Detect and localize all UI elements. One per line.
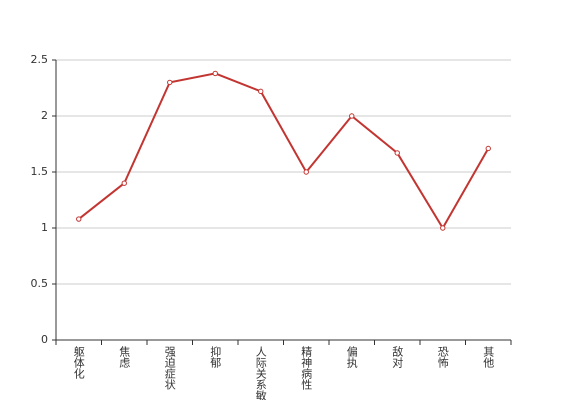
x-tick-label: 敌对 bbox=[391, 345, 404, 368]
point bbox=[349, 113, 355, 119]
y-tick-label: 0 bbox=[41, 333, 48, 346]
point bbox=[440, 225, 446, 231]
point bbox=[121, 180, 127, 186]
x-tick-label: 其他 bbox=[482, 346, 495, 368]
x-tick-label: 抑郁 bbox=[209, 345, 222, 368]
y-tick-label: 0.5 bbox=[31, 277, 49, 290]
point bbox=[167, 79, 173, 86]
y-tick-label: 1.5 bbox=[31, 165, 49, 178]
x-tick-label: 强迫症状 bbox=[163, 346, 176, 390]
point bbox=[212, 70, 218, 77]
line bbox=[78, 72, 490, 230]
point bbox=[76, 216, 82, 222]
x-tick-label: 躯体化 bbox=[72, 346, 85, 380]
x-tick-label: 恐怖 bbox=[436, 346, 449, 368]
point bbox=[485, 145, 491, 152]
x-tick-label: 人际关系敏感 bbox=[254, 346, 267, 400]
x-tick-label: 偏执 bbox=[345, 345, 358, 369]
x-tick-label: 焦虑 bbox=[118, 346, 131, 368]
y-tick-label: 2 bbox=[41, 109, 48, 122]
point bbox=[258, 88, 264, 95]
x-tick-label: 精神病性 bbox=[300, 346, 313, 391]
point bbox=[303, 169, 309, 175]
y-tick-label: 2.5 bbox=[31, 53, 49, 66]
point bbox=[394, 150, 400, 156]
y-tick-label: 1 bbox=[41, 221, 48, 234]
